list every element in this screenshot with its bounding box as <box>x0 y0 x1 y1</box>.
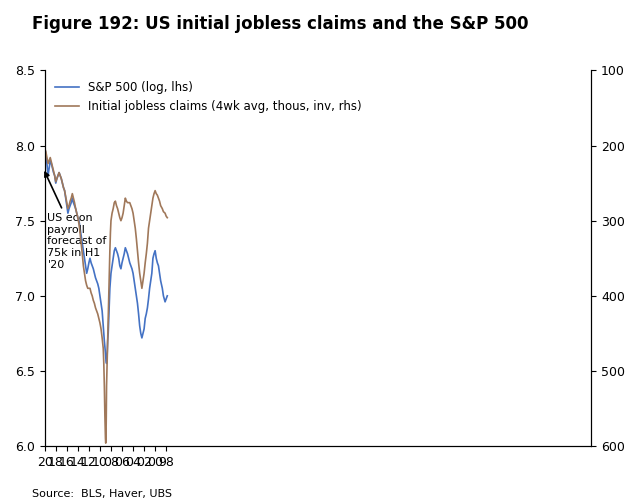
Initial jobless claims (4wk avg, thous, inv, rhs) <box>124 200 131 206</box>
Initial jobless claims (4wk avg, thous, inv, rhs) <box>40 143 47 149</box>
Text: Figure 192: US initial jobless claims and the S&P 500: Figure 192: US initial jobless claims an… <box>32 15 529 33</box>
Initial jobless claims (4wk avg, thous, inv, rhs) <box>102 440 109 446</box>
Line: S&P 500 (log, lhs): S&P 500 (log, lhs) <box>42 143 167 363</box>
Initial jobless claims (4wk avg, thous, inv, rhs) <box>147 210 155 216</box>
S&P 500 (log, lhs) <box>163 293 171 299</box>
Initial jobless claims (4wk avg, thous, inv, rhs) <box>38 146 46 152</box>
Legend: S&P 500 (log, lhs), Initial jobless claims (4wk avg, thous, inv, rhs): S&P 500 (log, lhs), Initial jobless clai… <box>51 76 367 117</box>
S&P 500 (log, lhs) <box>136 323 143 329</box>
Initial jobless claims (4wk avg, thous, inv, rhs) <box>149 195 157 201</box>
S&P 500 (log, lhs) <box>62 195 70 201</box>
S&P 500 (log, lhs) <box>91 270 99 276</box>
Text: Source:  BLS, Haver, UBS: Source: BLS, Haver, UBS <box>32 489 172 499</box>
S&P 500 (log, lhs) <box>122 245 129 251</box>
Line: Initial jobless claims (4wk avg, thous, inv, rhs): Initial jobless claims (4wk avg, thous, … <box>42 146 167 443</box>
S&P 500 (log, lhs) <box>72 206 79 212</box>
S&P 500 (log, lhs) <box>38 141 46 147</box>
Text: US econ
payroll
forecast of
75k in H1
'20: US econ payroll forecast of 75k in H1 '2… <box>45 172 107 270</box>
S&P 500 (log, lhs) <box>55 169 63 175</box>
S&P 500 (log, lhs) <box>38 140 46 146</box>
S&P 500 (log, lhs) <box>102 360 110 366</box>
Initial jobless claims (4wk avg, thous, inv, rhs) <box>106 270 113 276</box>
Initial jobless claims (4wk avg, thous, inv, rhs) <box>155 195 163 201</box>
Initial jobless claims (4wk avg, thous, inv, rhs) <box>163 215 171 221</box>
Initial jobless claims (4wk avg, thous, inv, rhs) <box>62 194 70 200</box>
